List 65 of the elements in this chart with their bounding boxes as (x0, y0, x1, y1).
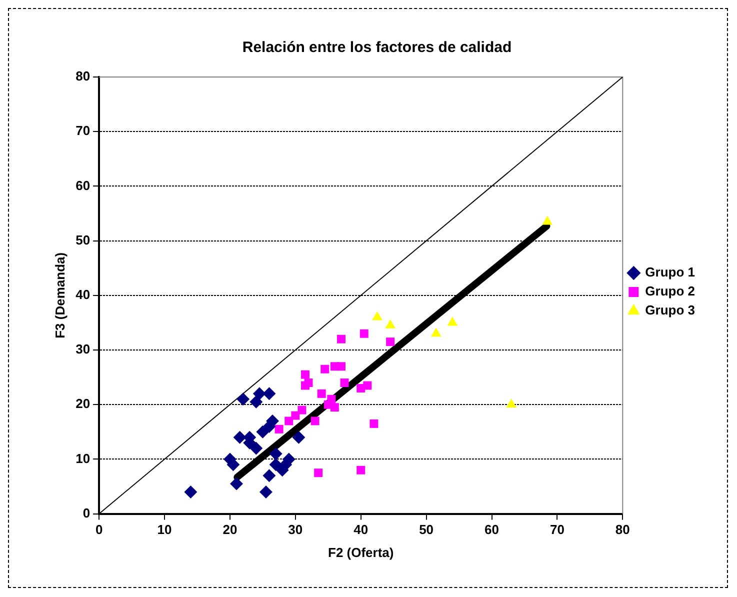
point (274, 424, 284, 434)
point (250, 442, 263, 455)
point (506, 398, 517, 408)
point (269, 447, 282, 460)
point (386, 338, 395, 346)
point (336, 362, 346, 371)
point (336, 334, 346, 344)
point (330, 403, 339, 412)
x-tick-label: 30 (288, 522, 303, 538)
point (262, 387, 276, 400)
legend-label: Grupo 1 (645, 264, 696, 280)
point (372, 311, 382, 320)
point (360, 329, 368, 338)
y-tick-label: 40 (76, 286, 90, 302)
point (327, 394, 336, 404)
point (250, 395, 263, 408)
point (284, 416, 294, 426)
y-tick-label: 20 (76, 396, 90, 412)
point (304, 378, 313, 388)
point (430, 328, 442, 337)
point (256, 425, 270, 438)
y-tick-label: 70 (76, 123, 90, 138)
point (298, 406, 306, 414)
y-tick-label: 80 (76, 68, 90, 84)
x-tick-label: 60 (484, 522, 499, 538)
x-tick-label: 20 (222, 522, 238, 538)
point (259, 485, 272, 498)
x-tick-label: 10 (157, 522, 172, 538)
point (226, 458, 240, 472)
y-tick-label: 0 (82, 505, 90, 520)
point (447, 316, 458, 326)
point (370, 419, 378, 428)
point (320, 364, 330, 374)
point (363, 381, 372, 390)
point (292, 430, 306, 444)
x-tick-label: 40 (354, 522, 368, 538)
point (184, 485, 198, 498)
point (340, 378, 349, 388)
y-tick-label: 30 (76, 342, 90, 357)
y-tick-label: 60 (76, 178, 90, 193)
point (310, 416, 320, 426)
point (314, 468, 323, 478)
point (230, 477, 244, 490)
y-axis-title: F3 (Demanda) (52, 252, 68, 338)
legend-label: Grupo 3 (645, 302, 696, 318)
x-tick-label: 70 (550, 522, 564, 538)
x-axis-title: F2 (Oferta) (328, 544, 394, 560)
point (262, 469, 276, 482)
point (542, 216, 553, 225)
point (317, 389, 326, 398)
point (233, 430, 246, 444)
point (291, 411, 300, 420)
y-tick-label: 50 (76, 232, 90, 248)
point (385, 319, 396, 328)
chart-title: Relación entre los factores de calidad (242, 39, 512, 56)
x-tick-label: 0 (95, 522, 103, 538)
point (300, 370, 310, 379)
y-tick-label: 10 (76, 450, 90, 466)
x-tick-label: 80 (615, 522, 630, 538)
point (266, 414, 280, 428)
point (236, 392, 250, 406)
legend-label: Grupo 2 (645, 284, 696, 299)
point (356, 466, 366, 474)
point (252, 387, 266, 400)
x-tick-label: 50 (419, 522, 434, 538)
